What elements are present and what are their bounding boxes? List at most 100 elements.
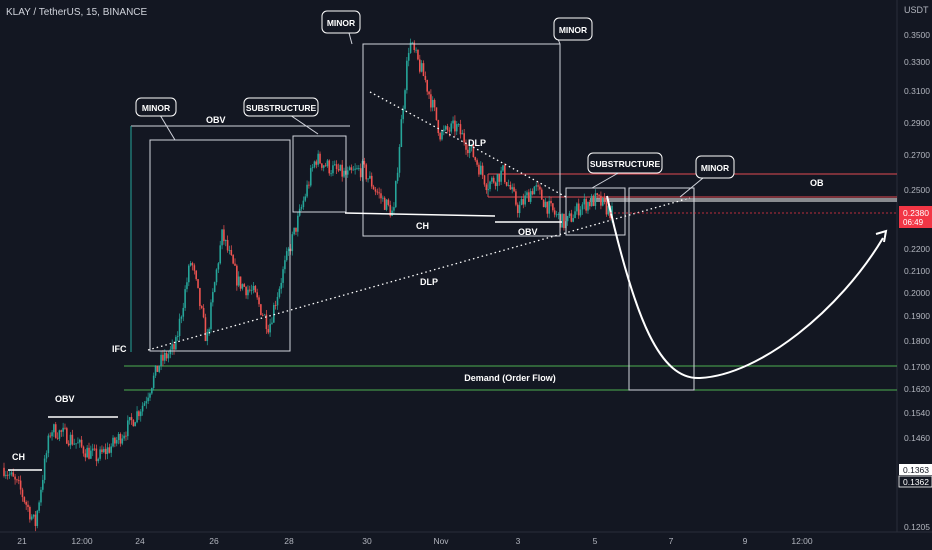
candle-body [498, 174, 501, 182]
candle-body [607, 205, 610, 215]
candle-body [326, 160, 329, 167]
candles-series [3, 38, 613, 532]
candle-body [171, 344, 173, 350]
time-axis[interactable]: 21 12:00 24 26 28 30 Nov 3 5 7 9 12:00 [0, 531, 932, 546]
candle-body [25, 501, 27, 505]
candle-body [180, 316, 183, 319]
candle-body [553, 210, 556, 215]
callout-minor-4[interactable]: MINOR [695, 155, 735, 179]
candle-body [404, 90, 406, 109]
dlp-line-lower [147, 197, 691, 351]
callout-minor-2[interactable]: MINOR [321, 10, 361, 34]
candle-body [226, 240, 229, 251]
candle-body [51, 432, 53, 437]
candle-body [317, 153, 319, 165]
candle-body [365, 164, 368, 180]
candle-body [507, 185, 510, 186]
candle-body [354, 168, 356, 170]
demand-zone[interactable]: Demand (Order Flow) [124, 365, 897, 391]
price-tick-label: 0.1540 [904, 408, 930, 418]
callout-substructure-2[interactable]: SUBSTRUCTURE [587, 152, 663, 174]
substructure-box-3 [565, 187, 626, 236]
ob-zone[interactable]: OB [487, 173, 897, 202]
candle-body [572, 218, 574, 222]
candle-body [542, 199, 545, 208]
candle-body [324, 165, 327, 167]
current-price-tag[interactable]: 0.2380 06:49 [610, 206, 932, 228]
candle-body [224, 240, 227, 242]
time-tick-label: 28 [284, 536, 294, 546]
candle-body [346, 170, 349, 175]
candle-body [114, 437, 116, 444]
price-tick-label: 0.3300 [904, 57, 930, 67]
callout-minor-3-text: MINOR [559, 25, 587, 35]
candle-body [529, 191, 532, 202]
candle-body [548, 200, 550, 214]
candle-body [557, 214, 560, 215]
candle-body [191, 263, 194, 266]
candle-body [455, 124, 458, 132]
candle-body [339, 164, 342, 171]
candle-body [163, 352, 166, 361]
candle-body [115, 440, 118, 444]
candle-body [533, 186, 536, 195]
callout-minor-1[interactable]: MINOR [135, 97, 177, 117]
price-tick-label: 0.2500 [904, 185, 930, 195]
projection-path [606, 195, 888, 380]
current-price-box [899, 206, 932, 228]
candle-body [359, 168, 362, 178]
candle-body [306, 184, 308, 197]
candle-body [603, 197, 606, 201]
callout-substructure-1[interactable]: SUBSTRUCTURE [243, 97, 319, 117]
callout-minor-2-box [321, 10, 361, 34]
candle-body [295, 227, 297, 232]
label-ch-1: CH [12, 452, 25, 462]
candle-body [212, 292, 214, 303]
candle-body [489, 181, 491, 190]
price-markers: 0.1363 0.1362 [898, 464, 932, 488]
callout-substructure-2-text: SUBSTRUCTURE [590, 159, 661, 169]
candle-body [217, 263, 220, 270]
candle-body [102, 448, 105, 453]
callout-minor-3[interactable]: MINOR [553, 17, 593, 41]
callout-minor-1-box [135, 97, 177, 117]
candle-body [219, 245, 222, 264]
candle-body [509, 185, 512, 190]
candle-body [254, 285, 257, 293]
candle-body [27, 504, 29, 507]
label-obv-1: OBV [55, 394, 75, 404]
candle-body [417, 49, 419, 60]
candle-body [511, 187, 514, 190]
candle-body [304, 196, 307, 201]
candle-body [409, 42, 412, 53]
candle-body [291, 234, 294, 252]
callout-minor-3-box [553, 17, 593, 41]
candle-body [309, 168, 312, 186]
candle-body [287, 248, 290, 252]
price-marker-lower-text: 0.1362 [903, 477, 929, 487]
price-tick-label: 0.1900 [904, 311, 930, 321]
candle-body [308, 184, 310, 186]
candle-body [321, 163, 323, 168]
candle-body [215, 269, 218, 283]
candle-body [84, 453, 87, 458]
candle-body [184, 289, 186, 308]
candle-body [476, 160, 478, 165]
candle-body [158, 365, 161, 372]
candle-body [356, 168, 358, 170]
candle-body [372, 186, 375, 190]
candle-body [169, 349, 172, 355]
candle-body [496, 174, 499, 187]
candle-body [448, 130, 451, 132]
candle-body [348, 167, 351, 171]
price-axis[interactable]: USDT 0.3500 0.3300 0.3100 0.2900 0.2700 0.250… [896, 0, 930, 532]
candle-body [333, 164, 336, 166]
candle-body [175, 337, 177, 350]
candle-body [271, 322, 273, 324]
candle-body [546, 201, 549, 214]
candle-body [374, 189, 377, 192]
candle-body [117, 433, 120, 441]
currency-label: USDT [904, 5, 929, 15]
candle-body [457, 124, 460, 125]
